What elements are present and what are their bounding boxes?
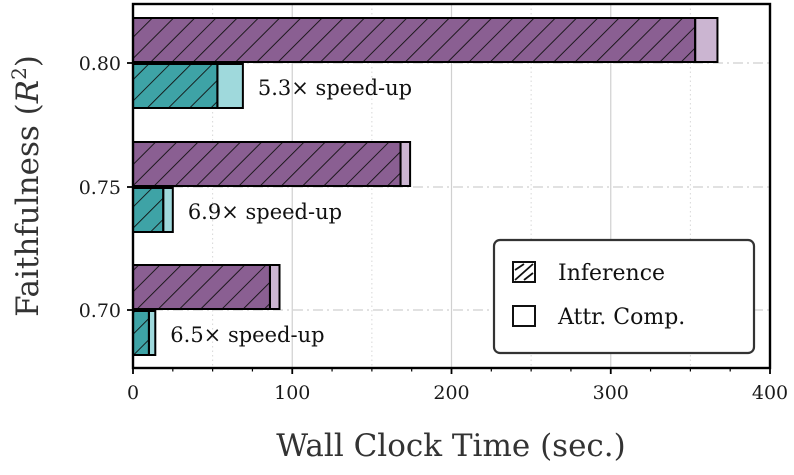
bar-attr-comp-outline-0.80-baseline: [694, 17, 719, 63]
bar-inference-hatch-0.80-baseline: [133, 18, 696, 62]
speedup-annotation-0.80: 5.3× speed-up: [258, 76, 412, 100]
bar-inference-hatch-0.75-ours: [133, 188, 164, 232]
x-tick-label-200: 200: [433, 382, 469, 404]
annotations-layer: 5.3× speed-up 6.9× speed-up 6.5× speed-up: [170, 76, 412, 347]
ticks-layer: 0 100 200 300 400 0.80 0.75 0.70: [79, 53, 788, 404]
x-tick-label-0: 0: [127, 382, 139, 404]
bar-attr-comp-outline-0.75-baseline: [399, 141, 412, 187]
x-tick-label-300: 300: [593, 382, 629, 404]
bar-attr-comp-0.75-baseline: [400, 142, 411, 186]
x-tick-label-400: 400: [752, 382, 788, 404]
y-axis-title-exponent: 2: [7, 67, 31, 80]
bar-attr-comp-0.75-ours: [163, 188, 173, 232]
legend-label-inference: Inference: [558, 261, 665, 286]
bar-inference-hatch-0.80-ours: [133, 64, 218, 108]
bar-attr-comp-0.70-ours: [148, 311, 156, 355]
bar-attr-comp-0.80-ours: [217, 64, 243, 108]
bar-attr-comp-0.70-baseline: [269, 265, 280, 309]
legend: Inference Attr. Comp.: [492, 238, 756, 355]
y-axis-title-symbol: R: [10, 80, 46, 104]
y-tick-label-0.70: 0.70: [79, 300, 121, 322]
legend-box: [492, 238, 756, 355]
bar-attr-comp-outline-0.75-ours: [162, 187, 174, 233]
bar-inference-hatch-0.75-baseline: [133, 142, 401, 186]
x-tick-label-100: 100: [274, 382, 310, 404]
bars-layer: [133, 17, 719, 356]
legend-swatch-attr-comp: [512, 305, 536, 327]
bar-attr-comp-outline-0.70-ours: [147, 310, 157, 356]
legend-swatch-inference: [512, 261, 536, 283]
bar-inference-hatch-0.70-ours: [133, 311, 149, 355]
bar-attr-comp-outline-0.80-ours: [216, 63, 244, 109]
y-axis-title-main: Faithfulness (: [10, 103, 46, 317]
legend-label-attr-comp: Attr. Comp.: [557, 305, 685, 330]
bar-inference-hatch-0.70-baseline: [133, 265, 270, 309]
y-axis-title-close: ): [10, 55, 46, 67]
bar-attr-comp-outline-0.70-baseline: [268, 264, 281, 310]
speedup-annotation-0.75: 6.9× speed-up: [188, 200, 342, 224]
x-axis-title: Wall Clock Time (sec.): [276, 428, 625, 464]
y-tick-label-0.80: 0.80: [79, 53, 121, 75]
bar-attr-comp-0.80-baseline: [695, 18, 718, 62]
y-tick-label-0.75: 0.75: [79, 177, 121, 199]
y-axis-title: Faithfulness (R2): [7, 55, 46, 317]
speedup-annotation-0.70: 6.5× speed-up: [170, 323, 324, 347]
